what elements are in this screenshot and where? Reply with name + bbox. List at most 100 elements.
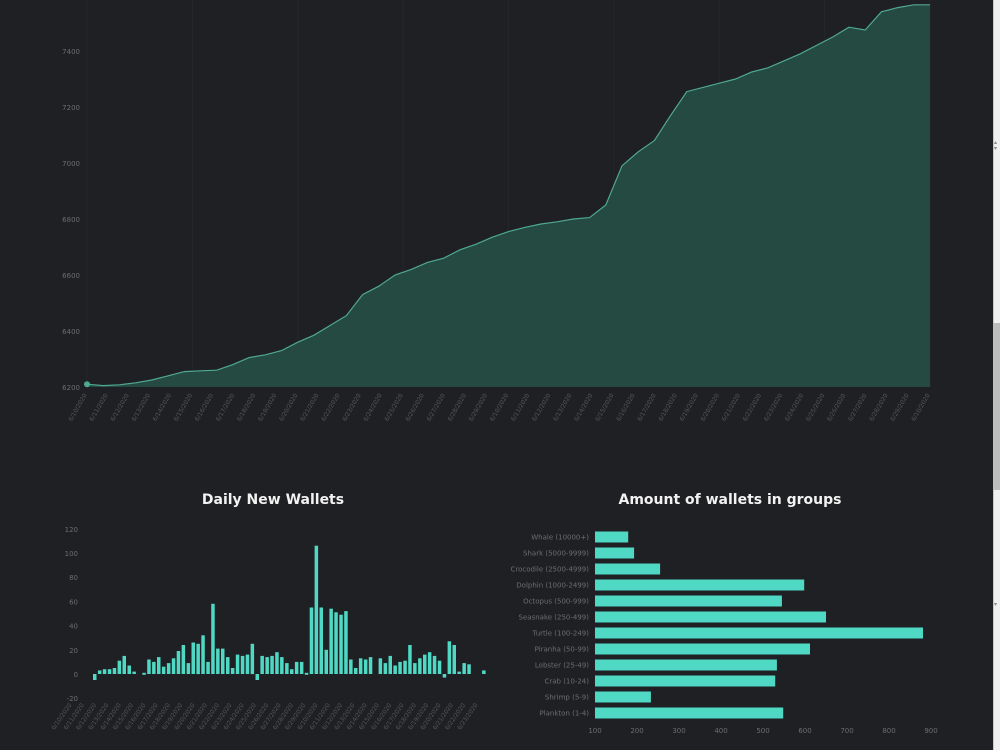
daily-bar <box>467 664 471 674</box>
svg-text:Plankton (1-4): Plankton (1-4) <box>539 710 589 718</box>
daily-bar <box>457 671 461 674</box>
daily-bar <box>221 648 225 674</box>
svg-text:6/18/2020: 6/18/2020 <box>236 392 258 422</box>
svg-text:6/14/2020: 6/14/2020 <box>152 392 174 422</box>
svg-text:100: 100 <box>588 727 601 735</box>
daily-bar <box>349 659 353 674</box>
svg-text:6/10/2020: 6/10/2020 <box>910 392 932 422</box>
daily-bar <box>408 645 412 674</box>
daily-bar <box>211 603 215 674</box>
daily-bar <box>147 659 151 674</box>
daily-bar <box>368 657 373 674</box>
wallet-groups-chart: Whale (10000+) Shark (5000-9999) Crocodile… <box>510 531 938 735</box>
svg-text:6/13/2020: 6/13/2020 <box>131 392 153 422</box>
svg-text:400: 400 <box>714 727 727 735</box>
svg-text:6/26/2020: 6/26/2020 <box>826 392 848 422</box>
area-fill <box>87 4 930 388</box>
daily-bar <box>285 663 289 674</box>
svg-text:-20: -20 <box>67 695 78 703</box>
daily-bar <box>418 658 422 674</box>
daily-bar <box>201 635 205 674</box>
daily-bar <box>294 661 299 674</box>
daily-bar <box>329 608 333 674</box>
svg-text:Crocodile (2500-4999): Crocodile (2500-4999) <box>510 566 589 574</box>
daily-bar <box>181 645 186 674</box>
daily-bar <box>299 661 304 674</box>
group-bar <box>595 611 826 623</box>
daily-bar <box>304 672 309 675</box>
daily-bar <box>427 652 432 674</box>
daily-bar <box>334 612 338 674</box>
daily-bar <box>107 669 112 674</box>
daily-bar <box>216 648 220 674</box>
group-bar <box>595 691 651 703</box>
scroll-down-arrow-icon[interactable]: ▾ <box>994 601 998 608</box>
daily-bar <box>230 668 235 674</box>
svg-text:Piranha (50-99): Piranha (50-99) <box>535 646 590 654</box>
daily-bar <box>260 655 264 674</box>
daily-bar <box>403 660 407 674</box>
svg-text:6/16/2020: 6/16/2020 <box>615 392 637 422</box>
svg-text:6/21/2020: 6/21/2020 <box>299 392 321 422</box>
svg-text:700: 700 <box>840 727 853 735</box>
start-point-marker <box>84 381 90 388</box>
daily-bar <box>442 674 447 678</box>
daily-bar <box>363 659 368 674</box>
daily-bar <box>250 643 255 675</box>
svg-text:6400: 6400 <box>62 328 80 336</box>
daily-bar <box>270 655 274 674</box>
daily-bar <box>235 654 240 674</box>
daily-bar <box>166 663 171 674</box>
svg-text:6/29/2020: 6/29/2020 <box>889 392 911 422</box>
scroll-up-arrow-icon[interactable]: ▴ ▾ <box>994 139 998 152</box>
svg-text:6600: 6600 <box>62 272 80 280</box>
group-bar <box>595 547 635 559</box>
daily-chart-title: Daily New Wallets <box>201 492 345 508</box>
svg-text:6/20/2020: 6/20/2020 <box>700 392 722 422</box>
scrollbar-thumb[interactable] <box>993 323 1000 490</box>
daily-bar <box>255 674 259 680</box>
daily-bar <box>102 669 107 674</box>
svg-text:6/23/2020: 6/23/2020 <box>341 392 363 422</box>
svg-text:Seasnake (250-499): Seasnake (250-499) <box>519 614 590 622</box>
svg-text:6/27/2020: 6/27/2020 <box>426 392 448 422</box>
svg-text:6/28/2020: 6/28/2020 <box>868 392 890 422</box>
svg-text:Octopus (500-999): Octopus (500-999) <box>523 598 589 606</box>
daily-bar <box>196 643 200 675</box>
svg-text:Crab (10-24): Crab (10-24) <box>544 678 589 686</box>
daily-bar <box>324 649 328 674</box>
daily-bar <box>314 545 319 674</box>
daily-bar <box>191 642 195 674</box>
daily-bar <box>265 657 269 674</box>
svg-text:6/20/2020: 6/20/2020 <box>278 392 300 422</box>
daily-bar <box>206 661 210 674</box>
svg-text:6/11/2020: 6/11/2020 <box>510 392 532 422</box>
daily-bar <box>112 668 117 674</box>
daily-bar <box>186 663 191 674</box>
svg-text:0: 0 <box>74 671 78 679</box>
group-bar <box>595 659 777 671</box>
daily-bar <box>226 657 230 674</box>
daily-bar <box>171 658 176 674</box>
daily-bar <box>161 666 166 674</box>
svg-text:6/22/2020: 6/22/2020 <box>320 392 342 422</box>
svg-text:60: 60 <box>69 598 78 606</box>
svg-text:7200: 7200 <box>62 104 80 112</box>
daily-bar <box>339 614 343 674</box>
svg-text:6800: 6800 <box>62 216 80 224</box>
svg-text:6/23/2020: 6/23/2020 <box>763 392 785 422</box>
svg-text:6/16/2020: 6/16/2020 <box>194 392 216 422</box>
daily-bar <box>240 655 245 674</box>
svg-text:80: 80 <box>69 574 78 582</box>
daily-bar <box>354 668 358 674</box>
svg-text:300: 300 <box>672 727 685 735</box>
svg-text:40: 40 <box>69 623 78 631</box>
svg-text:7400: 7400 <box>62 48 80 56</box>
svg-text:6/18/2020: 6/18/2020 <box>657 392 679 422</box>
svg-text:120: 120 <box>65 526 78 534</box>
daily-bar <box>413 663 417 674</box>
group-bar <box>595 579 805 591</box>
svg-text:6/13/2020: 6/13/2020 <box>552 392 574 422</box>
